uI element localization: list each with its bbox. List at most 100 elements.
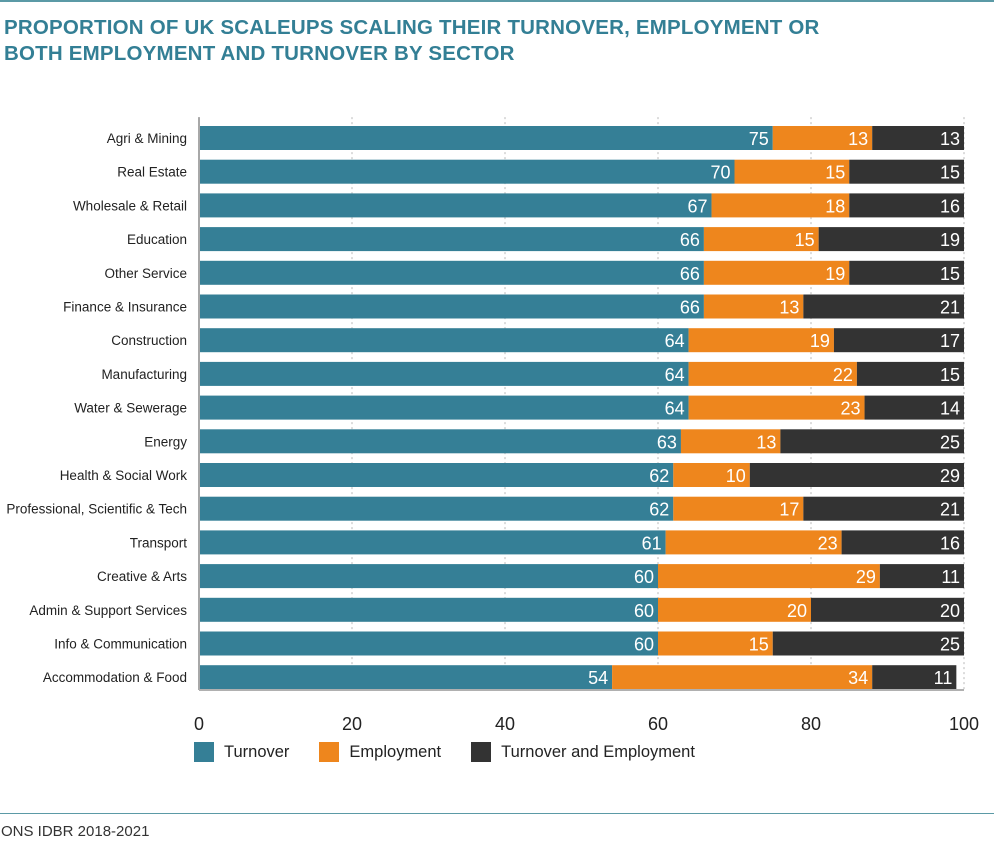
data-label-employment: 23	[841, 399, 861, 419]
data-label-employment: 13	[848, 129, 868, 149]
bar-employment	[673, 463, 750, 487]
bar-employment	[680, 429, 781, 454]
data-label-turnover: 66	[680, 230, 700, 250]
category-label: Accommodation & Food	[43, 670, 187, 685]
data-label-turnover: 70	[710, 163, 730, 183]
data-label-both: 20	[940, 601, 960, 621]
bar-both	[749, 463, 964, 487]
bar-both	[879, 564, 964, 589]
legend-item-both: Turnover and Employment	[471, 742, 695, 762]
legend-label-employment: Employment	[349, 742, 442, 761]
bar-both	[872, 665, 957, 690]
data-label-employment: 22	[833, 365, 853, 385]
bar-employment	[772, 126, 873, 150]
data-label-both: 15	[940, 264, 960, 284]
data-label-turnover: 60	[634, 601, 654, 621]
data-label-turnover: 54	[588, 668, 608, 688]
bar-employment	[612, 665, 873, 690]
category-label: Professional, Scientific & Tech	[6, 502, 187, 517]
data-label-employment: 19	[810, 331, 830, 351]
bar-employment	[703, 260, 850, 285]
data-label-both: 21	[940, 500, 960, 520]
bar-turnover	[199, 665, 613, 690]
data-label-turnover: 62	[649, 466, 669, 486]
data-label-employment: 15	[749, 635, 769, 655]
bar-employment	[688, 361, 857, 386]
bar-both	[803, 496, 964, 521]
bar-employment	[688, 328, 834, 353]
legend-label-turnover: Turnover	[224, 742, 290, 761]
bottom-rule	[0, 813, 994, 814]
bar-employment	[658, 564, 880, 589]
data-label-both: 16	[940, 196, 960, 216]
data-label-turnover: 62	[649, 500, 669, 520]
bar-turnover	[199, 328, 689, 353]
bar-turnover	[199, 294, 704, 319]
x-tick-label: 20	[342, 714, 362, 734]
legend-swatch-turnover	[194, 742, 214, 762]
bar-both	[864, 395, 964, 420]
legend-swatch-employment	[319, 742, 340, 762]
x-tick-label: 80	[801, 714, 821, 734]
category-label: Energy	[144, 434, 187, 449]
category-label: Water & Sewerage	[74, 401, 187, 416]
data-label-both: 11	[941, 567, 960, 587]
data-label-both: 19	[940, 230, 960, 250]
data-label-turnover: 60	[634, 635, 654, 655]
bar-turnover	[199, 159, 735, 184]
category-label: Health & Social Work	[60, 468, 188, 483]
bar-turnover	[199, 496, 674, 521]
bar-both	[780, 429, 964, 454]
stacked-bar-chart: Agri & Mining 75 13 13 Real Estate 70 15 15 Whol…	[6, 117, 979, 734]
data-label-both: 14	[940, 399, 960, 419]
bar-employment	[658, 631, 773, 656]
data-label-both: 17	[940, 331, 960, 351]
data-label-both: 25	[940, 635, 960, 655]
bar-employment	[688, 395, 865, 420]
data-label-employment: 15	[825, 163, 845, 183]
bar-employment	[734, 159, 850, 184]
data-label-both: 11	[934, 668, 953, 688]
bar-both	[833, 328, 964, 353]
category-label: Manufacturing	[101, 367, 187, 382]
bar-both	[818, 227, 964, 252]
source-note: ONS IDBR 2018-2021	[1, 823, 150, 840]
bar-turnover	[199, 361, 689, 386]
legend-item-employment: Employment	[319, 742, 441, 762]
chart-title: PROPORTION OF UK SCALEUPS SCALING THEIR …	[4, 15, 984, 67]
data-label-employment: 10	[726, 466, 746, 486]
bar-turnover	[199, 260, 704, 285]
data-label-turnover: 60	[634, 567, 654, 587]
bar-both	[849, 193, 964, 218]
data-label-turnover: 61	[642, 533, 662, 553]
data-label-turnover: 64	[665, 331, 685, 351]
data-label-turnover: 75	[749, 129, 769, 149]
data-label-employment: 13	[779, 298, 799, 318]
data-label-both: 21	[940, 298, 960, 318]
data-label-employment: 29	[856, 567, 876, 587]
bar-employment	[665, 530, 842, 555]
bar-both	[872, 126, 964, 150]
bar-turnover	[199, 530, 666, 555]
data-label-turnover: 67	[688, 196, 708, 216]
data-label-both: 15	[940, 163, 960, 183]
bar-turnover	[199, 429, 681, 454]
category-label: Real Estate	[117, 165, 187, 180]
bar-turnover	[199, 227, 704, 252]
bar-turnover	[199, 193, 712, 218]
category-label: Finance & Insurance	[63, 300, 187, 315]
bar-both	[849, 159, 964, 184]
bar-employment	[711, 193, 850, 218]
data-label-employment: 34	[848, 668, 868, 688]
data-label-turnover: 66	[680, 298, 700, 318]
bar-turnover	[199, 597, 658, 622]
category-label: Transport	[130, 535, 188, 550]
bar-both	[811, 597, 964, 622]
bar-employment	[703, 227, 819, 252]
bar-both	[856, 361, 964, 386]
title-line-2: BOTH EMPLOYMENT AND TURNOVER BY SECTOR	[4, 42, 515, 65]
bar-turnover	[199, 631, 658, 656]
data-label-employment: 13	[756, 432, 776, 452]
legend-item-turnover: Turnover	[194, 742, 289, 762]
category-label: Construction	[111, 333, 187, 348]
